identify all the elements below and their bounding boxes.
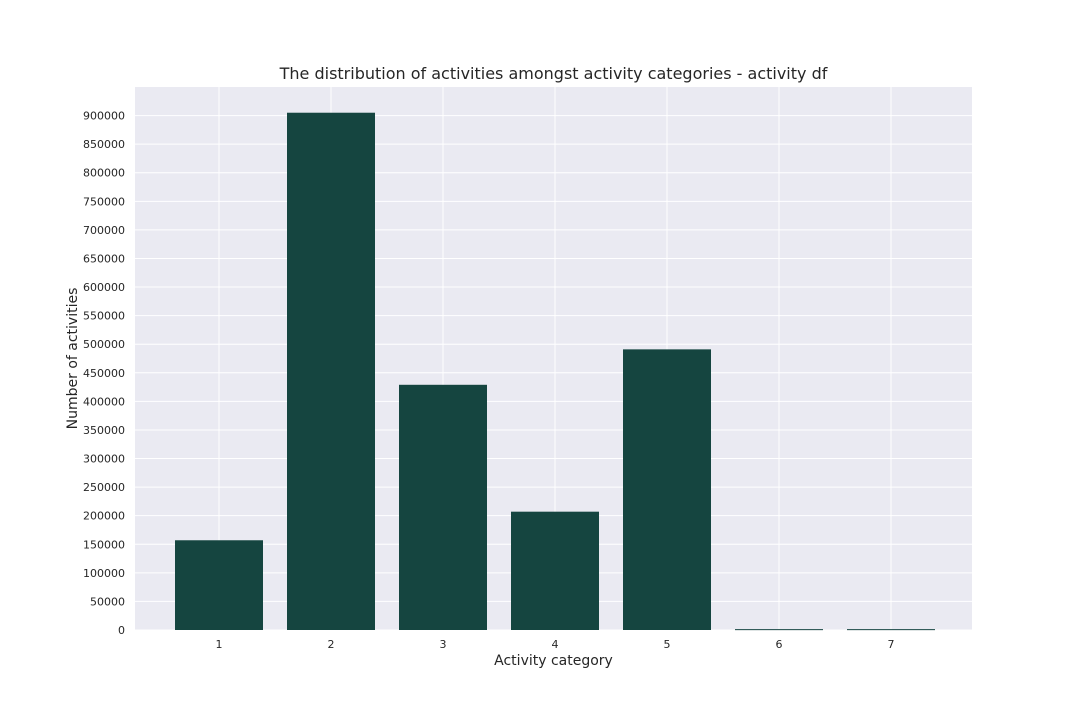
- y-tick-label: 300000: [83, 453, 125, 466]
- y-tick-label: 900000: [83, 110, 125, 123]
- y-tick-label: 500000: [83, 338, 125, 351]
- bar-category-5: [623, 349, 711, 630]
- y-tick-label: 650000: [83, 252, 125, 265]
- x-tick-label: 5: [664, 638, 671, 651]
- y-tick-label: 200000: [83, 510, 125, 523]
- x-tick-label: 4: [552, 638, 559, 651]
- y-tick-label: 850000: [83, 138, 125, 151]
- y-tick-label: 750000: [83, 195, 125, 208]
- x-tick-label: 2: [328, 638, 335, 651]
- chart-title: The distribution of activities amongst a…: [279, 64, 828, 83]
- bar-category-3: [399, 384, 487, 630]
- y-tick-label: 400000: [83, 395, 125, 408]
- y-tick-label: 800000: [83, 167, 125, 180]
- y-tick-label: 50000: [90, 595, 125, 608]
- y-tick-label: 150000: [83, 538, 125, 551]
- gridlines: [135, 87, 972, 631]
- y-axis-label: Number of activities: [65, 288, 81, 430]
- bar-category-4: [511, 511, 599, 630]
- y-tick-label: 700000: [83, 224, 125, 237]
- x-tick-label: 3: [440, 638, 447, 651]
- bar-category-1: [175, 540, 263, 630]
- x-tick-label: 7: [888, 638, 895, 651]
- bar-category-6: [735, 629, 823, 631]
- y-axis-ticks: 0 50000 100000 150000 200000 250000 300000 3500…: [83, 110, 125, 637]
- x-axis-label: Activity category: [494, 653, 613, 669]
- y-tick-label: 100000: [83, 567, 125, 580]
- bar-category-7: [847, 629, 935, 631]
- y-tick-label: 550000: [83, 310, 125, 323]
- y-tick-label: 350000: [83, 424, 125, 437]
- x-axis-ticks: 1 2 3 4 5 6 7: [216, 638, 895, 651]
- y-tick-label: 0: [118, 624, 125, 637]
- y-tick-label: 600000: [83, 281, 125, 294]
- x-tick-label: 6: [776, 638, 783, 651]
- x-tick-label: 1: [216, 638, 223, 651]
- bars: [175, 112, 935, 631]
- bar-category-2: [287, 112, 375, 630]
- y-tick-label: 450000: [83, 367, 125, 380]
- y-tick-label: 250000: [83, 481, 125, 494]
